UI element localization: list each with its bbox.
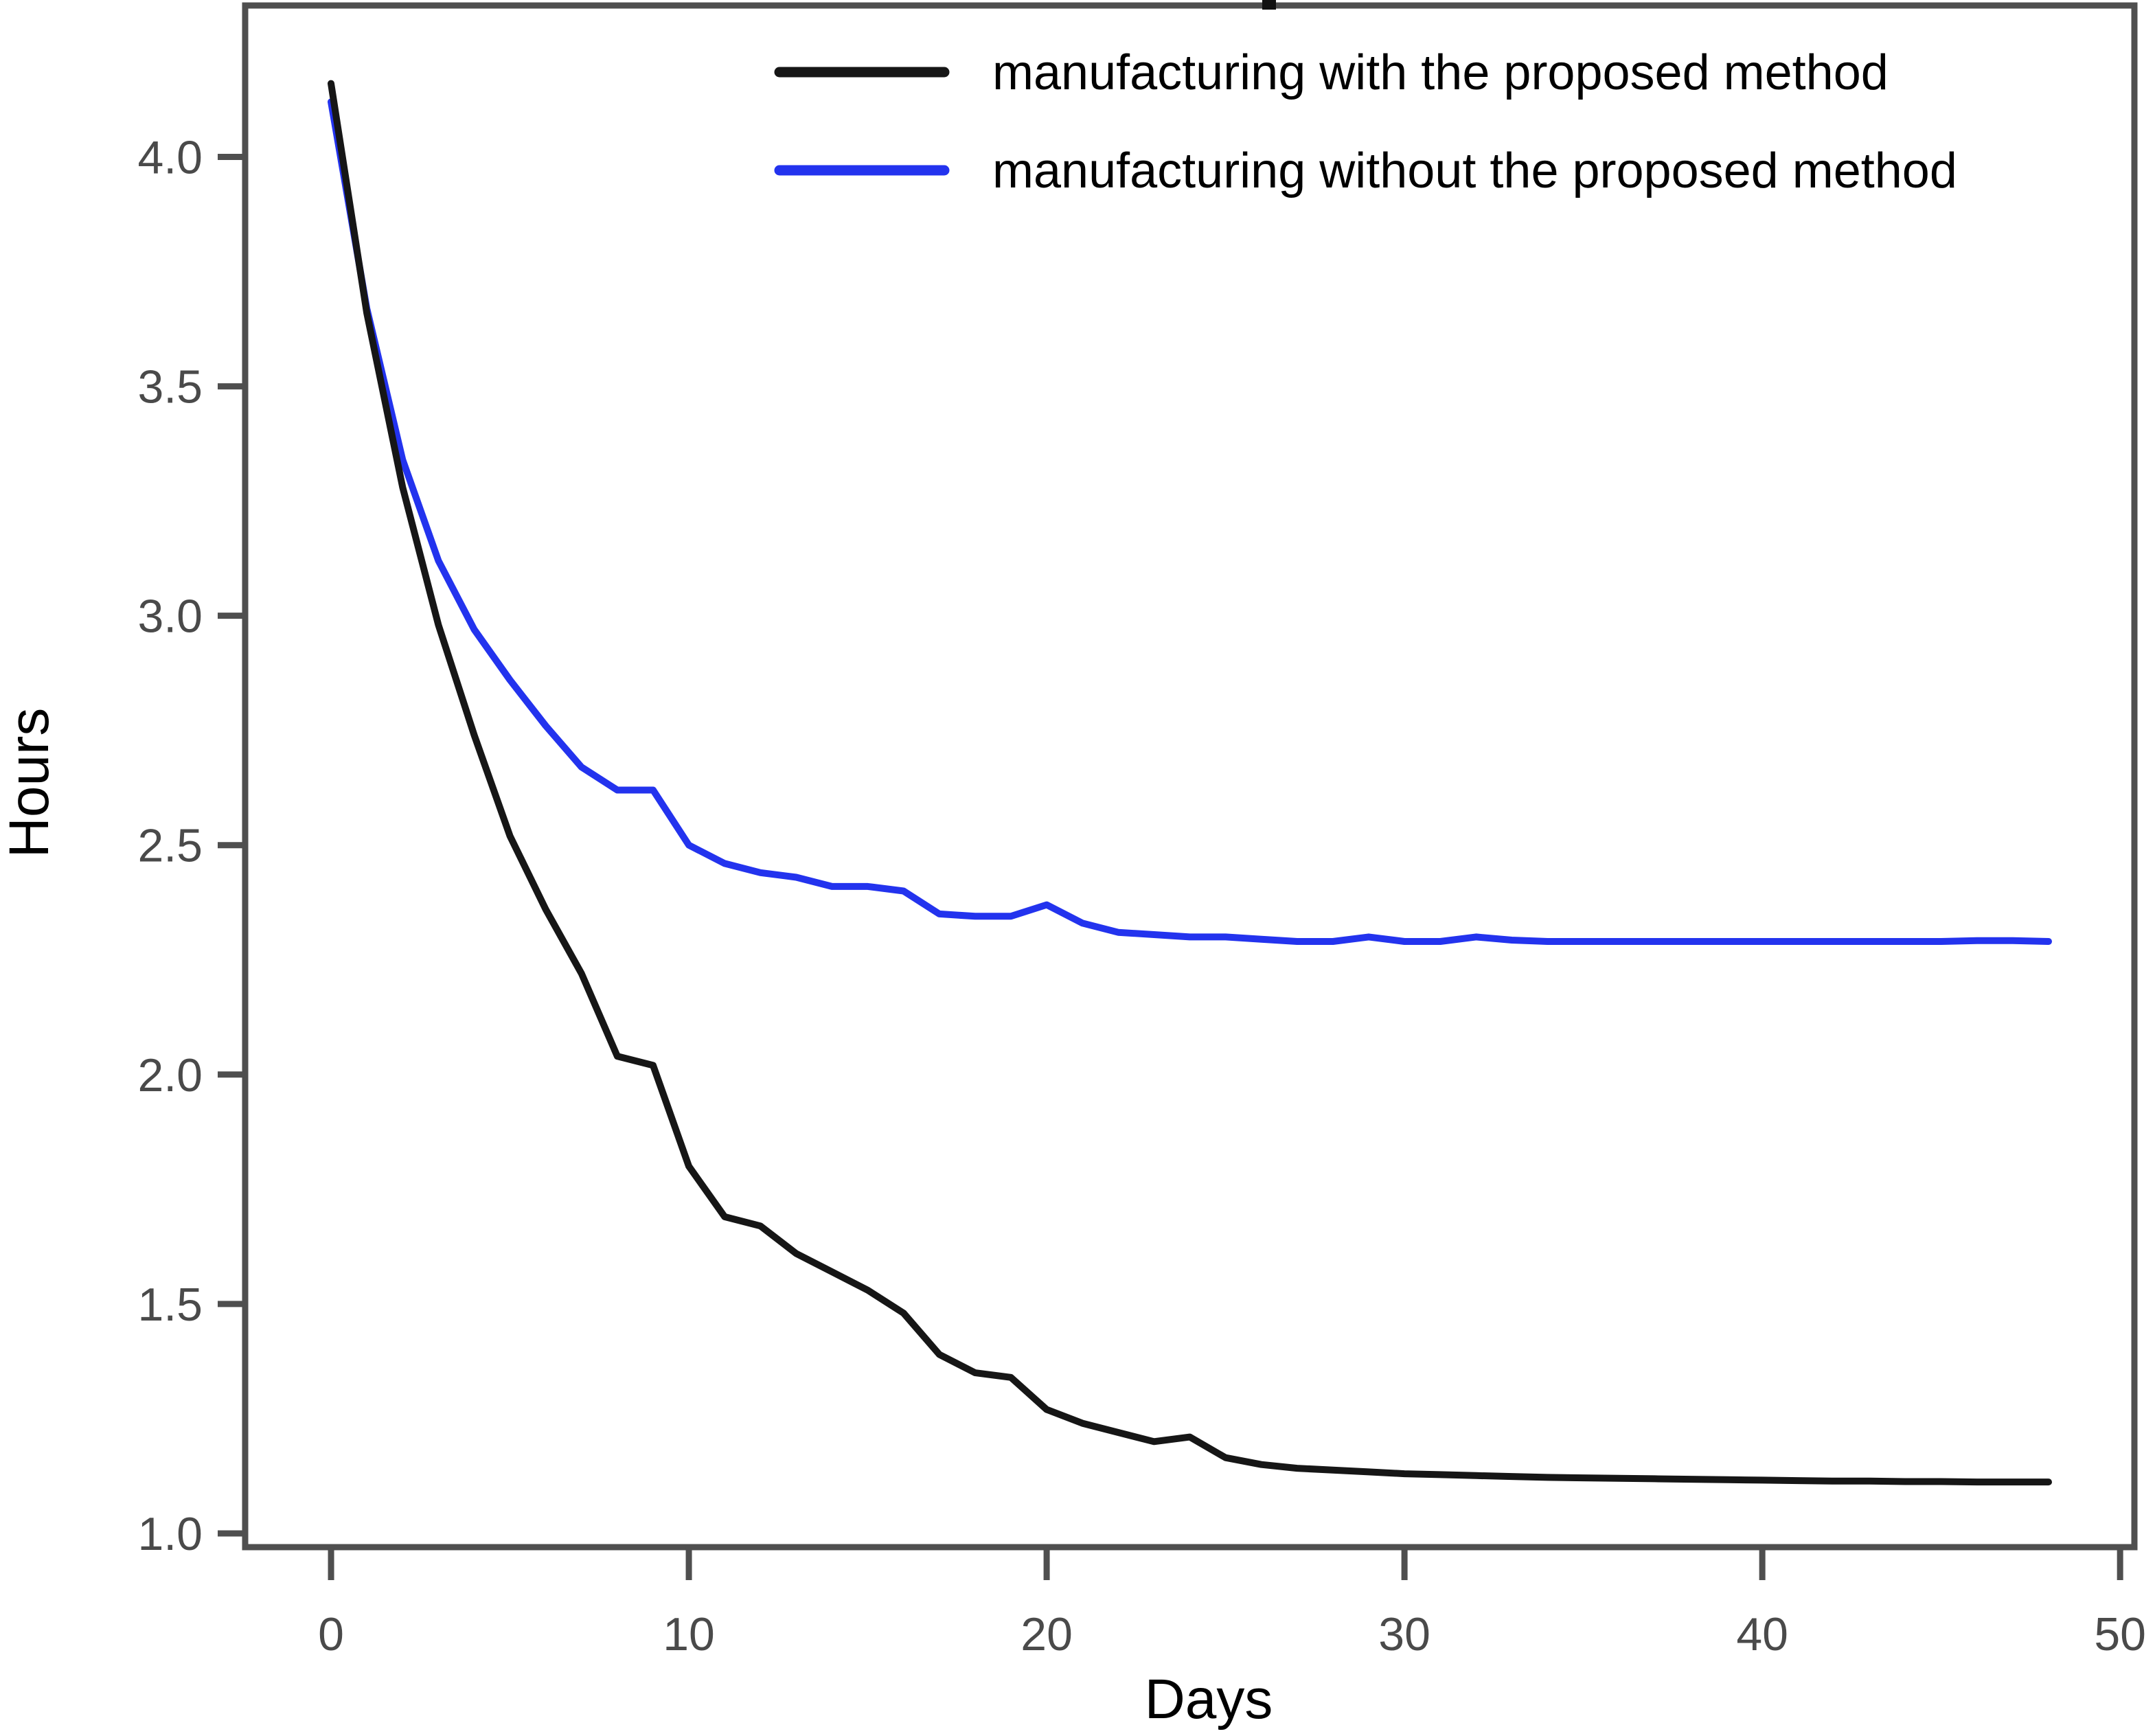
x-tick-label: 40 <box>1736 1608 1788 1660</box>
axis-ticks: 1.0 1.5 2.0 2.5 3.0 3.5 4.0 0 10 20 30 40 50 <box>137 131 2146 1660</box>
y-tick-label: 3.0 <box>137 591 203 643</box>
y-tick-label: 1.0 <box>137 1508 203 1560</box>
y-axis-title: Hours <box>0 708 60 858</box>
x-tick-label: 50 <box>2094 1608 2146 1660</box>
series-line-without-method <box>328 98 2052 945</box>
y-tick-label: 4.0 <box>137 131 203 183</box>
y-tick-label: 2.5 <box>137 820 203 872</box>
y-tick-label: 2.0 <box>137 1049 203 1101</box>
x-tick-label: 20 <box>1021 1608 1073 1660</box>
series-line-with-method <box>328 80 2052 1486</box>
cropped-title-mark <box>1262 0 1276 10</box>
data-curves <box>328 80 2052 1486</box>
x-tick-label: 0 <box>318 1608 344 1660</box>
y-tick-label: 1.5 <box>137 1279 203 1331</box>
x-tick-label: 30 <box>1378 1608 1430 1660</box>
x-tick-label: 10 <box>663 1608 715 1660</box>
plot-frame <box>242 2 2138 1551</box>
legend-label-with-method: manufacturing with the proposed method <box>992 45 1889 100</box>
legend: manufacturing with the proposed method m… <box>774 45 1957 198</box>
y-tick-label: 3.5 <box>137 361 203 413</box>
legend-label-without-method: manufacturing without the proposed metho… <box>992 144 1957 198</box>
x-axis-title: Days <box>1145 1668 1273 1731</box>
